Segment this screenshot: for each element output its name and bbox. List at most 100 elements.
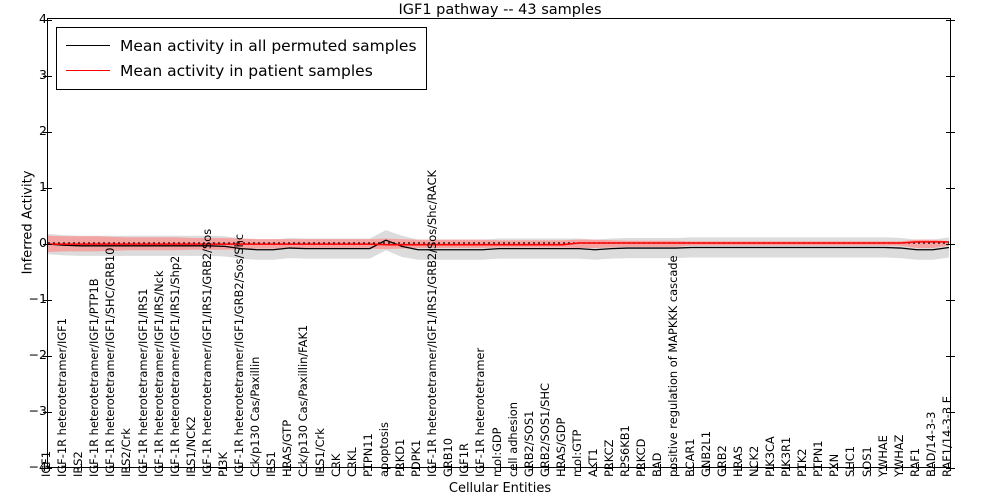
x-tick-mark [596,467,598,471]
x-tick-mark [402,467,404,471]
x-tick-mark [338,464,340,467]
y-tick-mark [950,412,955,413]
plot-area [43,18,955,471]
x-category-label: PTPN1 [811,440,826,477]
y-tick-mark [43,300,48,301]
x-tick-mark [628,464,630,467]
x-tick-mark [499,467,501,471]
x-tick-mark [644,467,646,471]
x-category-label: IGF-1R heterotetramer/IGF1/IRS1/GRB2/Sos [199,228,214,477]
x-tick-mark [209,467,211,471]
y-tick-mark [48,76,52,77]
y-tick-mark [48,356,52,357]
x-category-label: IGF-1R heterotetramer/IGF1/IRS/Nck [151,270,166,477]
y-tick-mark [946,188,950,189]
chart-svg [48,230,950,260]
x-tick-mark [531,464,533,467]
x-category-label: PTPN11 [360,433,375,477]
x-tick-mark [837,467,839,471]
y-tick-mark [48,468,52,469]
x-tick-mark [756,464,758,467]
x-tick-mark [306,464,308,467]
x-category-label: AKT1 [586,448,601,477]
x-tick-mark [676,467,678,471]
y-tick-mark [43,132,48,133]
y-tick-mark [950,132,955,133]
legend-label-permuted: Mean activity in all permuted samples [120,36,417,55]
x-category-label: YWHAZ [891,434,906,477]
x-tick-mark [113,464,115,467]
patient-mean-line [48,241,949,246]
x-tick-mark [290,464,292,467]
y-tick-label: −2 [28,347,47,362]
x-category-label: IGF-1R heterotetramer/IGF1/IRS1/Shp2 [167,255,182,477]
x-tick-mark [869,464,871,467]
y-tick-mark [48,188,52,189]
x-category-label: CRKL [344,447,359,477]
permuted-mean-line [48,239,950,251]
x-tick-mark [740,467,742,471]
y-tick-mark [946,76,950,77]
x-tick-mark [821,464,823,467]
x-tick-mark [612,464,614,467]
x-category-label: IRS1/NCK2 [183,416,198,477]
y-tick-mark [946,244,950,245]
x-tick-mark [274,464,276,467]
x-tick-mark [338,467,340,471]
x-category-label: PI3K [215,452,230,477]
x-tick-mark [563,467,565,471]
y-tick-mark [48,300,52,301]
legend-line-permuted [66,45,110,46]
x-category-label: mol:GTP [569,429,584,477]
y-tick-mark [946,468,950,469]
x-tick-mark [65,464,67,467]
x-tick-mark [901,464,903,467]
x-tick-mark [901,467,903,471]
x-tick-mark [419,467,421,471]
x-tick-mark [773,464,775,467]
y-tick-mark [43,356,48,357]
y-tick-mark [946,20,950,21]
x-tick-mark [193,464,195,467]
y-tick-mark [950,76,955,77]
x-category-label: PDPK1 [409,439,424,477]
y-tick-mark [43,188,48,189]
x-category-label: apoptosis [376,422,391,477]
x-tick-mark [692,464,694,467]
y-tick-label: −1 [28,291,47,306]
x-category-label: RPS6KB1 [618,425,633,477]
x-tick-mark [853,467,855,471]
x-category-label: PRKCZ [602,439,617,477]
x-tick-mark [789,464,791,467]
legend-line-patient [66,70,110,71]
x-tick-mark [242,467,244,471]
x-category-label: IRS1/Crk [312,428,327,477]
y-tick-mark [950,356,955,357]
y-axis-label: Inferred Activity [20,170,36,275]
x-tick-mark [435,467,437,471]
x-category-label: BAD [650,452,665,477]
x-tick-mark [579,464,581,467]
x-category-label: SHC1 [843,446,858,477]
chart-legend: Mean activity in all permuted samples Me… [56,27,427,90]
x-category-label: IRS1 [264,451,279,477]
x-tick-mark [531,467,533,471]
x-category-label: PTK2 [795,448,810,477]
x-tick-mark [81,467,83,471]
x-category-label: IGF1R [457,443,472,477]
x-tick-mark [950,467,951,471]
x-tick-mark [483,467,485,471]
x-tick-mark [467,464,469,467]
y-tick-label: −4 [28,459,47,474]
x-tick-mark [435,464,437,467]
x-tick-mark [499,464,501,467]
x-tick-mark [322,467,324,471]
legend-item-permuted: Mean activity in all permuted samples [66,33,417,58]
y-tick-mark [946,300,950,301]
y-tick-mark [48,244,52,245]
x-category-label: BAD/14-3-3 [923,411,938,477]
x-tick-mark [917,464,919,467]
x-category-label: Crk/p130 Cas/Paxillin/FAK1 [296,324,311,477]
x-tick-mark [161,464,163,467]
